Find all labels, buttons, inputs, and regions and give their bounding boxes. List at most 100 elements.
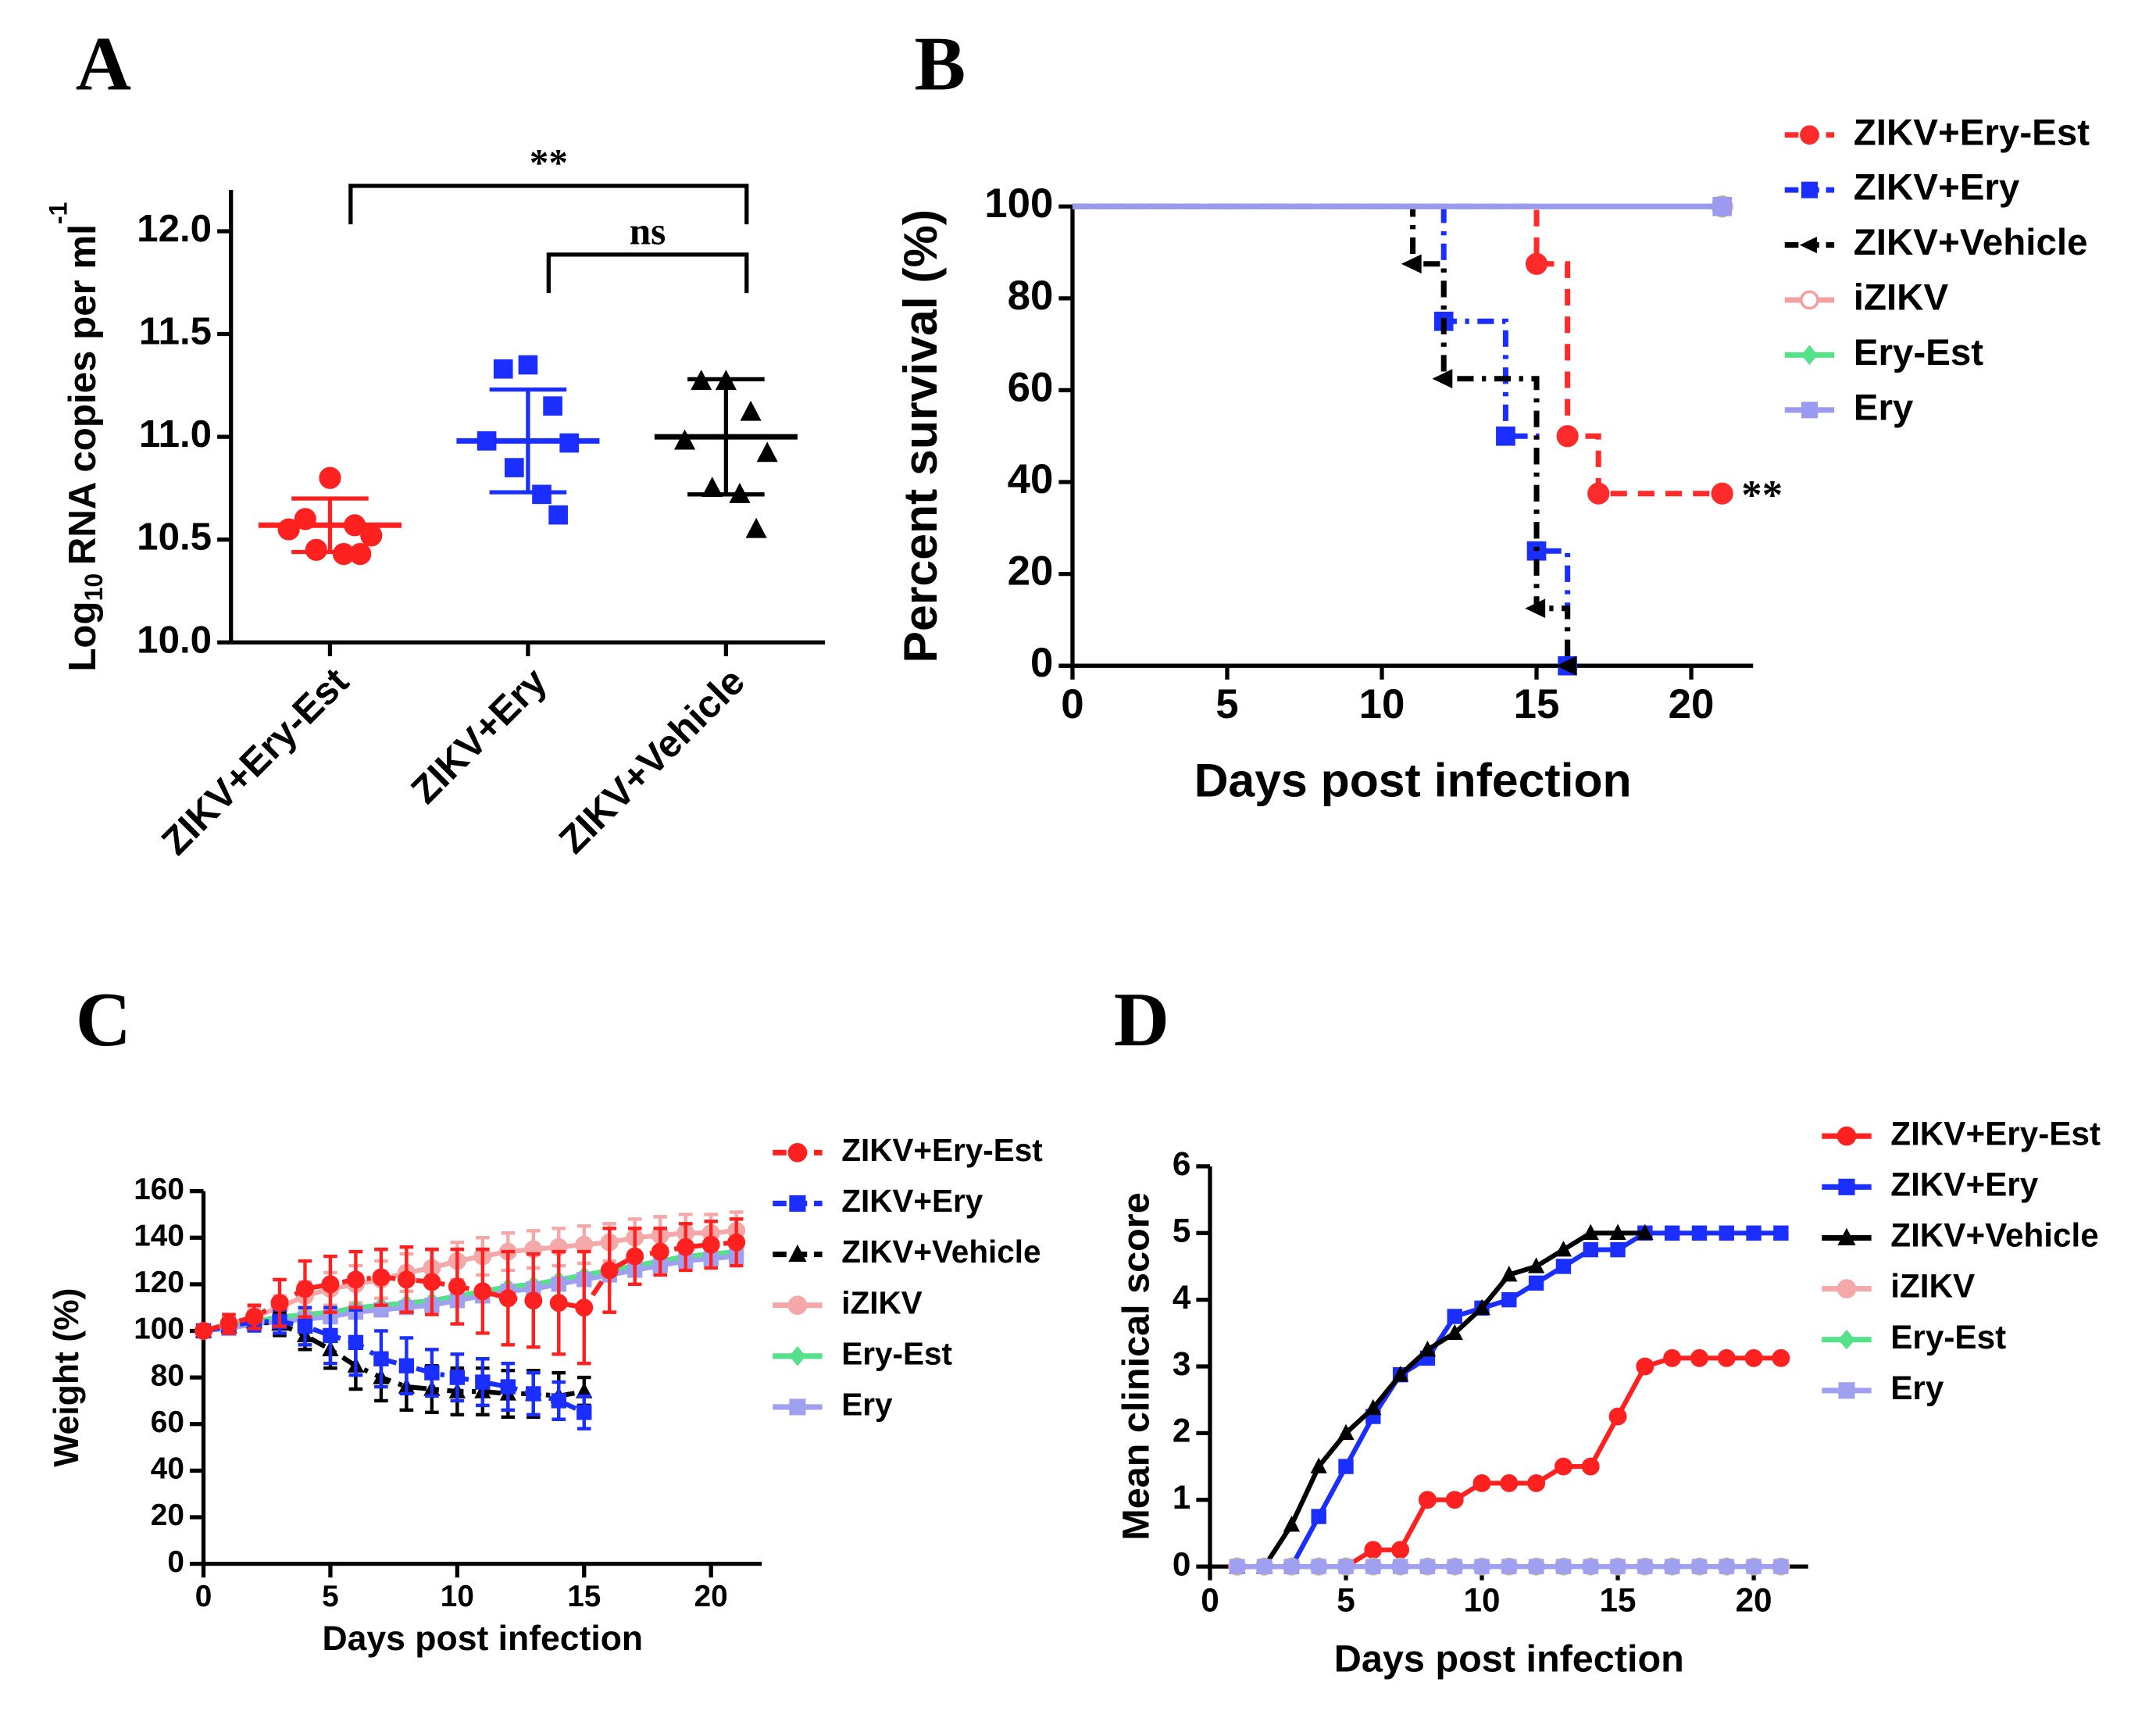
data-point (727, 1233, 746, 1252)
x-tick-label: 0 (195, 1580, 212, 1613)
y-tick-label: 10.0 (137, 618, 212, 661)
data-point (220, 1315, 238, 1333)
legend-marker (1799, 237, 1817, 254)
data-point (348, 1334, 364, 1351)
data-point (1717, 1348, 1736, 1367)
data-point (524, 1291, 543, 1310)
legend-label: iZIKV (1890, 1268, 1975, 1305)
data-point (1583, 1241, 1598, 1258)
legend-label: Ery (1890, 1370, 1944, 1406)
series-line (1237, 1230, 1645, 1570)
data-point (1555, 655, 1576, 676)
data-point (1527, 1473, 1546, 1492)
data-point (1364, 1541, 1383, 1559)
y-tick-label: 20 (1008, 548, 1054, 595)
y-tick-label: 60 (1008, 364, 1054, 410)
legend-label: Ery-Est (1854, 332, 1984, 373)
x-tick-label: 5 (1337, 1582, 1355, 1619)
y-axis-label-part: 10 (80, 573, 109, 602)
data-point (373, 1351, 389, 1366)
legend-marker (788, 1244, 807, 1263)
data-point (1691, 1559, 1708, 1574)
data-point (475, 1374, 491, 1390)
data-point (372, 1268, 391, 1287)
significance-label: ns (630, 210, 666, 253)
y-tick-label: 5 (1173, 1212, 1191, 1248)
data-point (1338, 1459, 1354, 1474)
legend-label: Ery-Est (1890, 1319, 2006, 1355)
panel-label: A (76, 22, 131, 107)
panel-label: D (1114, 977, 1169, 1063)
y-tick-label: 20 (151, 1498, 184, 1532)
data-point (397, 1270, 416, 1289)
data-point (1582, 1223, 1599, 1240)
legend-label: Ery (841, 1387, 893, 1423)
data-point (1283, 1559, 1300, 1574)
legend-marker (1801, 402, 1818, 419)
x-tick-label: 15 (1600, 1582, 1637, 1619)
x-tick-label: 15 (1514, 681, 1560, 727)
data-point (1610, 1241, 1626, 1258)
data-point (1528, 1559, 1544, 1574)
data-point (1555, 1241, 1572, 1257)
data-point (575, 1298, 594, 1317)
data-point (701, 1235, 720, 1254)
data-point (1311, 1559, 1326, 1574)
y-tick-label: 120 (134, 1266, 184, 1299)
legend-label: ZIKV+Ery (1854, 167, 2020, 209)
series-line (1072, 203, 1571, 666)
data-point (1525, 252, 1548, 275)
data-point (1555, 1559, 1572, 1574)
data-point (1664, 1559, 1680, 1574)
legend-marker (1838, 1178, 1855, 1195)
significance-label: ** (530, 141, 568, 184)
data-point (448, 1277, 466, 1296)
legend-marker (789, 1346, 806, 1366)
x-tick-label: ZIKV+Vehicle (551, 659, 753, 862)
legend-marker (1801, 181, 1818, 198)
data-point (1583, 1559, 1598, 1574)
data-point (1719, 1225, 1734, 1241)
y-tick-label: 0 (1030, 640, 1053, 686)
data-point (600, 1261, 619, 1280)
y-tick-label: 4 (1173, 1279, 1191, 1316)
data-point (526, 1386, 541, 1402)
y-tick-label: 40 (1008, 456, 1054, 502)
legend-label: ZIKV+Ery (1890, 1166, 2038, 1202)
y-tick-label: 100 (134, 1313, 184, 1346)
data-point (1392, 1559, 1408, 1574)
data-point (493, 359, 513, 379)
data-point (473, 1282, 492, 1301)
data-point (626, 1247, 644, 1266)
data-point (1587, 482, 1610, 505)
data-point (1637, 1559, 1653, 1574)
y-tick-label: 100 (984, 180, 1053, 227)
y-tick-label: 1 (1173, 1479, 1191, 1516)
data-point (423, 1273, 441, 1291)
data-point (1391, 1366, 1409, 1382)
data-point (1337, 1423, 1355, 1441)
y-tick-label: 2 (1173, 1413, 1191, 1449)
y-tick-label: 0 (1173, 1545, 1191, 1582)
data-point (1746, 1559, 1762, 1574)
legend-marker (1837, 1279, 1857, 1298)
data-point (1496, 426, 1515, 446)
y-tick-label: 140 (134, 1219, 184, 1252)
data-point (449, 1370, 466, 1385)
x-tick-label: 20 (1669, 681, 1715, 727)
data-point (1256, 1559, 1273, 1574)
data-point (740, 400, 762, 421)
data-point (504, 458, 524, 477)
data-point (1690, 1348, 1708, 1367)
data-point (576, 1382, 593, 1398)
x-tick-label: 10 (441, 1580, 474, 1613)
data-point (498, 1289, 517, 1308)
data-point (1746, 1225, 1762, 1241)
x-tick-label: 5 (1215, 681, 1238, 727)
legend-marker (1837, 1126, 1857, 1146)
data-point (1609, 1223, 1626, 1240)
legend-marker (1838, 1330, 1855, 1350)
y-axis-label-part: -1 (45, 202, 73, 224)
data-point (319, 466, 341, 489)
